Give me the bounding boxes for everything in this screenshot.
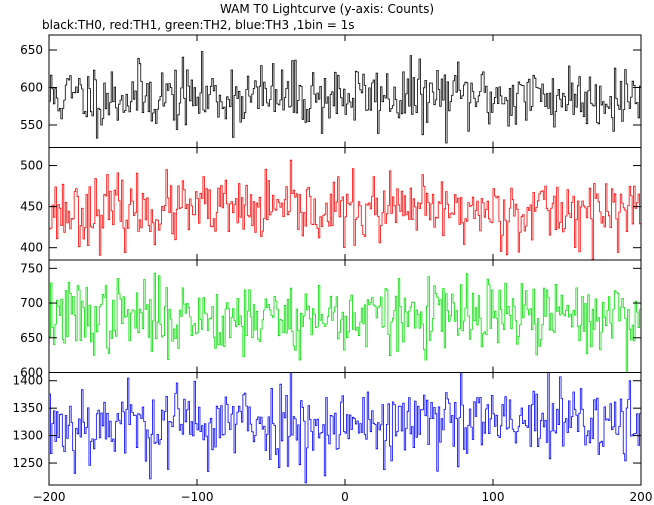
x-axis: −200 −100 0 100 200: [33, 490, 653, 504]
x-tick-label: −100: [181, 490, 214, 504]
y-tick-label: 600: [20, 81, 43, 95]
y-tick-label: 650: [20, 331, 43, 345]
y-tick-label: 400: [20, 241, 43, 255]
x-tick-label: 100: [482, 490, 505, 504]
series-line-th0: [49, 51, 641, 144]
y-tick-label: 600: [20, 366, 43, 380]
chart-subtitle: black:TH0, red:TH1, green:TH2, blue:TH3 …: [42, 18, 355, 32]
y-tick-label: 1300: [12, 429, 43, 443]
y-tick-label: 700: [20, 296, 43, 310]
lightcurve-panels: 550 600 650 400 450 500 600 650 700 750 1250 1300 13…: [12, 34, 642, 486]
y-tick-label: 1400: [12, 374, 43, 388]
y-tick-label: 550: [20, 118, 43, 132]
x-tick-label: −200: [33, 490, 66, 504]
y-tick-label: 650: [20, 43, 43, 57]
y-tick-label: 1250: [12, 456, 43, 470]
panel-th3: 1250 1300 1350 1400: [12, 372, 642, 486]
x-tick-label: 0: [341, 490, 349, 504]
panel-th1: 400 450 500: [20, 147, 642, 261]
series-line-th2: [49, 272, 641, 373]
series-line-th3: [49, 372, 641, 484]
panel-th2: 600 650 700 750: [20, 259, 642, 380]
chart-title: WAM T0 Lightcurve (y-axis: Counts): [219, 2, 435, 16]
y-tick-label: 1350: [12, 401, 43, 415]
series-line-th1: [49, 159, 641, 260]
y-tick-label: 500: [20, 159, 43, 173]
y-tick-label: 450: [20, 200, 43, 214]
panel-th0: 550 600 650: [20, 34, 642, 148]
y-tick-label: 750: [20, 261, 43, 275]
x-tick-label: 200: [630, 490, 653, 504]
